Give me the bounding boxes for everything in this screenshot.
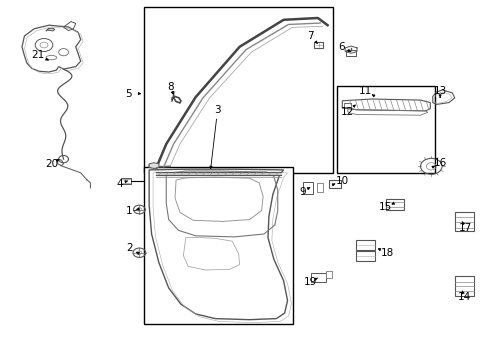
Text: 21: 21 <box>31 50 45 60</box>
Bar <box>454 276 473 296</box>
Bar <box>385 199 404 210</box>
Bar <box>314 42 323 48</box>
Text: 4: 4 <box>116 179 123 189</box>
Bar <box>454 211 473 231</box>
Bar <box>121 178 131 184</box>
Text: 2: 2 <box>125 243 132 253</box>
Polygon shape <box>48 28 55 31</box>
Text: 3: 3 <box>214 105 221 115</box>
Text: 10: 10 <box>335 176 348 186</box>
Text: 8: 8 <box>166 82 173 92</box>
Bar <box>345 50 356 56</box>
Bar <box>144 7 332 173</box>
Bar <box>325 271 331 278</box>
Bar <box>356 240 374 250</box>
Text: 9: 9 <box>298 186 305 197</box>
Bar <box>144 167 293 324</box>
Text: 11: 11 <box>358 86 372 96</box>
Bar <box>311 274 325 282</box>
Text: 18: 18 <box>380 248 393 258</box>
Text: 19: 19 <box>303 276 317 287</box>
Text: 7: 7 <box>306 31 313 41</box>
Text: 15: 15 <box>378 202 391 212</box>
Polygon shape <box>149 163 159 168</box>
Text: 20: 20 <box>45 159 58 169</box>
Text: 13: 13 <box>432 86 446 96</box>
Text: 14: 14 <box>457 292 470 302</box>
Text: 12: 12 <box>340 107 353 117</box>
Text: 16: 16 <box>432 158 446 168</box>
Bar <box>316 184 322 192</box>
Text: 5: 5 <box>124 89 131 99</box>
Text: 1: 1 <box>125 206 132 216</box>
Bar <box>337 86 434 173</box>
Text: 17: 17 <box>458 222 471 233</box>
Bar <box>356 251 374 261</box>
Text: 6: 6 <box>337 42 344 52</box>
Bar <box>302 182 313 194</box>
Bar <box>343 103 350 107</box>
Bar <box>328 180 341 188</box>
